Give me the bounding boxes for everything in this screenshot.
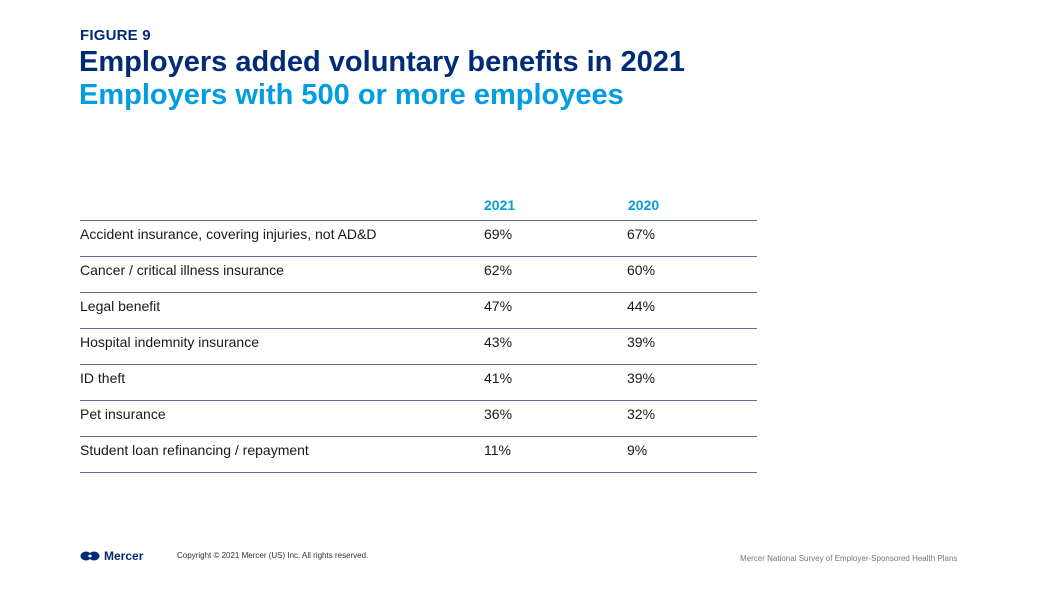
- row-label: Hospital indemnity insurance: [80, 334, 259, 350]
- logo-text: Mercer: [104, 549, 144, 563]
- table-body: Accident insurance, covering injuries, n…: [80, 221, 757, 473]
- value-2021: 62%: [484, 262, 513, 278]
- value-2020: 9%: [627, 442, 648, 458]
- table-row: ID theft 41% 39%: [80, 365, 757, 401]
- value-2020: 39%: [627, 334, 656, 350]
- column-header-2020: 2020: [628, 197, 660, 213]
- source-text: Mercer National Survey of Employer-Spons…: [740, 554, 958, 563]
- value-2021: 69%: [484, 226, 513, 242]
- table-row: Cancer / critical illness insurance 62% 60…: [80, 257, 757, 293]
- value-2021: 47%: [484, 298, 513, 314]
- chart-subtitle: Employers with 500 or more employees: [79, 79, 624, 111]
- benefits-table: 2021 2020 Accident insurance, covering i…: [80, 193, 757, 473]
- figure-label: FIGURE 9: [80, 27, 151, 44]
- value-2020: 67%: [627, 226, 656, 242]
- table-row: Pet insurance 36% 32%: [80, 401, 757, 437]
- value-2021: 36%: [484, 406, 513, 422]
- row-label: Pet insurance: [80, 406, 166, 422]
- value-2021: 11%: [484, 442, 511, 458]
- chart-title: Employers added voluntary benefits in 20…: [79, 46, 685, 78]
- value-2021: 41%: [484, 370, 513, 386]
- row-label: Student loan refinancing / repayment: [80, 442, 309, 458]
- value-2020: 39%: [627, 370, 656, 386]
- value-2020: 60%: [627, 262, 656, 278]
- value-2020: 32%: [627, 406, 656, 422]
- copyright-text: Copyright © 2021 Mercer (US) Inc. All ri…: [177, 551, 369, 560]
- table-row: Accident insurance, covering injuries, n…: [80, 221, 757, 257]
- row-label: Cancer / critical illness insurance: [80, 262, 284, 278]
- row-label: Accident insurance, covering injuries, n…: [80, 226, 377, 242]
- row-label: Legal benefit: [80, 298, 161, 314]
- mercer-logo: Mercer: [80, 549, 143, 563]
- value-2021: 43%: [484, 334, 513, 350]
- value-2020: 44%: [627, 298, 656, 314]
- table-row: Legal benefit 47% 44%: [80, 293, 757, 329]
- column-header-2021: 2021: [484, 197, 516, 213]
- mercer-logo-icon: [80, 551, 100, 561]
- table-row: Hospital indemnity insurance 43% 39%: [80, 329, 757, 365]
- table-header: 2021 2020: [80, 193, 757, 221]
- table-row: Student loan refinancing / repayment 11% 9…: [80, 437, 757, 473]
- row-label: ID theft: [80, 370, 126, 386]
